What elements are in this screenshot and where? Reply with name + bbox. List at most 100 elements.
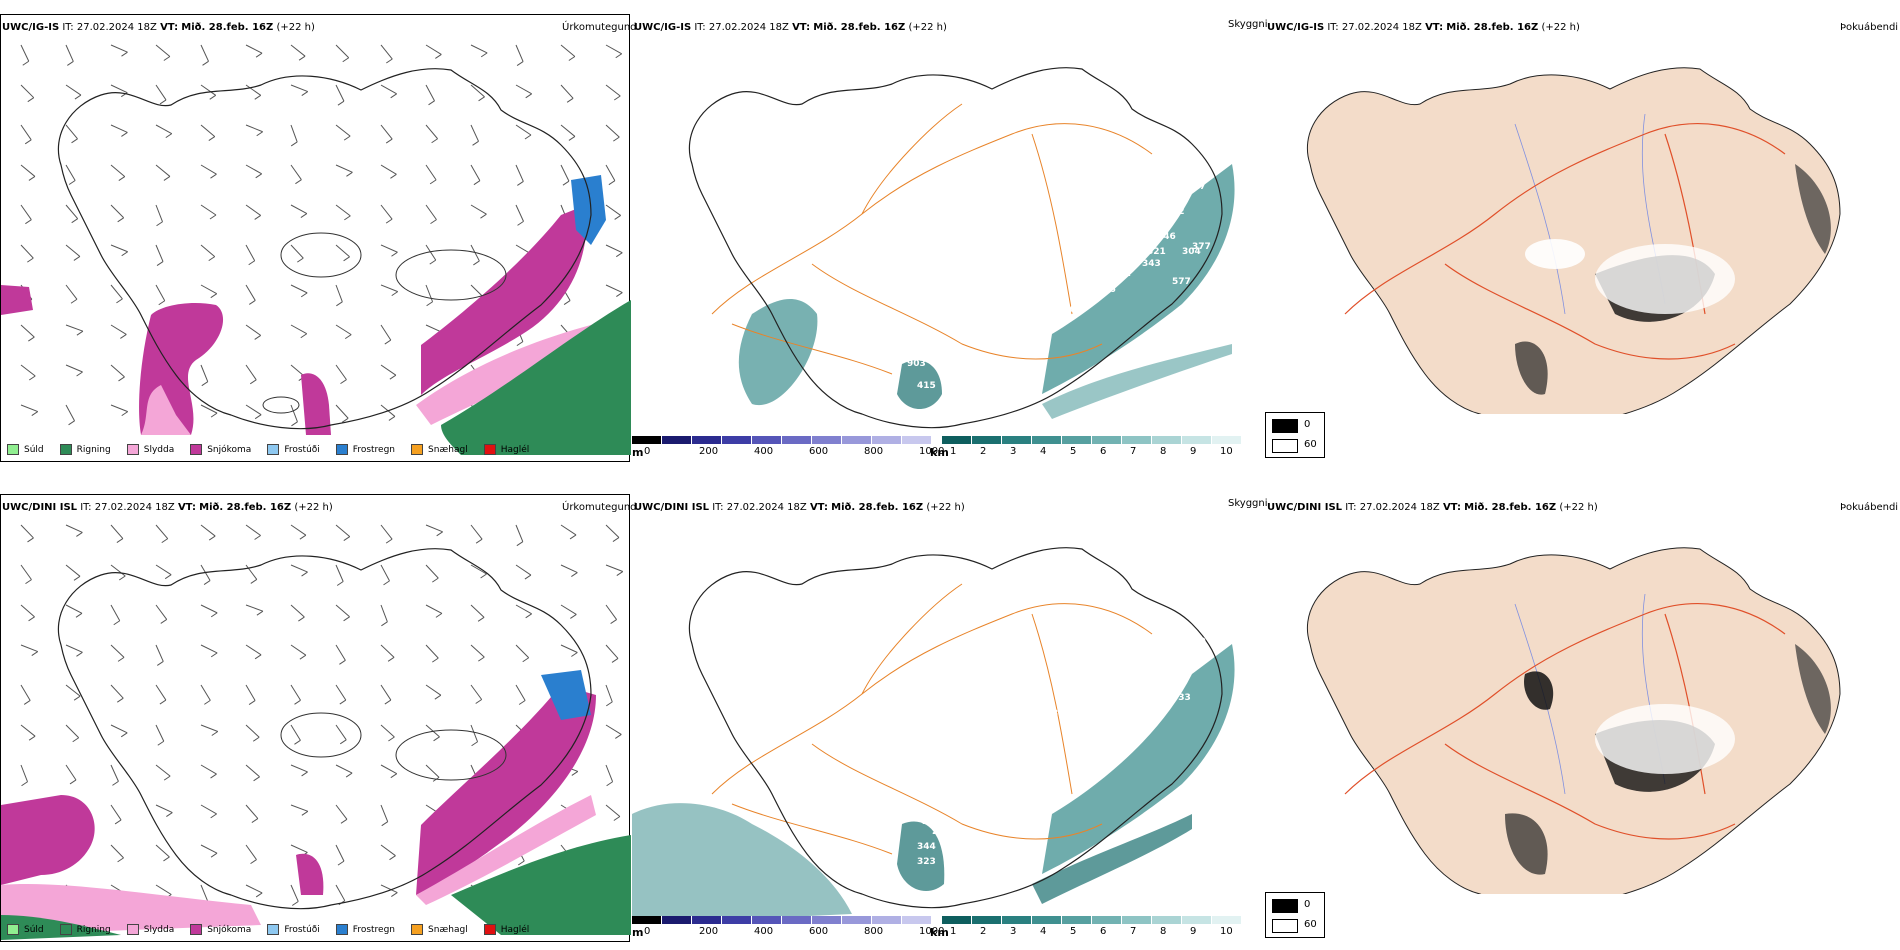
land-fill bbox=[1306, 547, 1841, 894]
wind-barb bbox=[515, 44, 524, 62]
legend-item: Snjókoma bbox=[190, 444, 251, 455]
fog-label: 60 bbox=[1304, 919, 1317, 930]
legend-label: Snæhagl bbox=[428, 924, 468, 935]
wind-barb bbox=[245, 564, 258, 580]
wind-barb bbox=[155, 244, 164, 262]
vt-label: VT: bbox=[809, 502, 828, 513]
lead-time: (+22 h) bbox=[908, 22, 947, 33]
wind-barb bbox=[605, 804, 621, 817]
wind-barb bbox=[335, 324, 352, 336]
wind-barb-flag bbox=[25, 219, 32, 225]
wind-barb bbox=[425, 764, 440, 778]
wind-barb-flag bbox=[387, 656, 395, 662]
panel-header: UWC/DINI ISL IT: 27.02.2024 18Z VT: Mið.… bbox=[2, 501, 333, 515]
legend-swatch bbox=[190, 444, 203, 455]
vt-value: Mið. 28.feb. 16Z bbox=[1446, 22, 1539, 33]
wind-barb bbox=[65, 244, 81, 257]
vis-field-southwest bbox=[632, 803, 852, 924]
colorbar-distance-tick: 4 bbox=[1040, 446, 1047, 457]
wind-barb bbox=[380, 44, 393, 60]
precip-snow-south bbox=[296, 853, 324, 895]
panel-header: UWC/IG-IS IT: 27.02.2024 18Z VT: Mið. 28… bbox=[1267, 21, 1580, 35]
wind-barb-flag bbox=[23, 700, 31, 705]
wind-barb-flag bbox=[339, 659, 346, 665]
wind-barb bbox=[290, 564, 308, 573]
wind-barb bbox=[425, 204, 437, 220]
panel-title: Úrkomutegund bbox=[562, 502, 637, 513]
wind-barb bbox=[200, 404, 218, 414]
wind-barb bbox=[425, 84, 435, 102]
wind-barb-flag bbox=[71, 138, 78, 144]
wind-barb bbox=[290, 764, 308, 773]
colorbar-distance-tick: 7 bbox=[1130, 446, 1137, 457]
wind-barb-flag bbox=[31, 651, 39, 657]
wind-barb bbox=[155, 884, 172, 895]
land-fill bbox=[1306, 67, 1841, 414]
visibility-value-label: 159 bbox=[1177, 647, 1196, 657]
wind-barb bbox=[380, 844, 396, 857]
wind-barb-flag bbox=[248, 700, 256, 705]
colorbar-distance-tick: 10 bbox=[1220, 446, 1233, 457]
wind-barb-flag bbox=[210, 173, 217, 179]
wind-barb-flag bbox=[164, 574, 172, 580]
colorbar-segment-distance bbox=[1092, 916, 1122, 924]
legend-swatch bbox=[335, 924, 348, 935]
wind-barb-flag bbox=[28, 375, 36, 381]
wind-barb bbox=[380, 684, 392, 701]
colorbar-distance-tick: 2 bbox=[980, 926, 987, 937]
wind-barb bbox=[110, 44, 128, 53]
vt-label: VT: bbox=[1442, 502, 1461, 513]
wind-barb bbox=[335, 404, 349, 419]
wind-barb-flag bbox=[339, 739, 347, 745]
wind-barb-flag bbox=[611, 658, 619, 663]
colorbar-segment-distance bbox=[1212, 916, 1242, 924]
wind-barb bbox=[155, 164, 171, 177]
fog-south bbox=[1515, 341, 1548, 395]
wind-barb-flag bbox=[291, 901, 299, 906]
wind-barb-flag bbox=[21, 781, 28, 787]
wind-barb-flag bbox=[478, 96, 485, 102]
visibility-value-label: 595 bbox=[1037, 752, 1056, 762]
wind-barb-flag bbox=[114, 819, 122, 825]
wind-barb-flag bbox=[204, 699, 211, 705]
wind-barb-flag bbox=[381, 621, 388, 627]
visibility-value-label: 229 bbox=[1157, 669, 1176, 679]
wind-barb-flag bbox=[69, 779, 77, 785]
wind-barb-flag bbox=[208, 256, 216, 262]
vt-label: VT: bbox=[160, 22, 179, 33]
wind-barb bbox=[200, 884, 209, 902]
vis-field-south bbox=[897, 821, 945, 892]
wind-barb bbox=[110, 204, 125, 219]
wind-barb-flag bbox=[340, 379, 347, 385]
wind-barb-flag bbox=[568, 136, 576, 141]
wind-barb-flag bbox=[118, 176, 126, 181]
fog-swatch-dark bbox=[1272, 899, 1298, 913]
wind-barb-flag bbox=[616, 252, 623, 258]
wind-barb-flag bbox=[159, 99, 167, 105]
fog-edge-east bbox=[1795, 644, 1831, 734]
legend-item: Slydda bbox=[126, 924, 174, 935]
wind-barb-flag bbox=[210, 293, 218, 299]
wind-barb-flag bbox=[156, 261, 164, 266]
wind-barb-flag bbox=[298, 616, 305, 622]
wind-barb bbox=[110, 324, 127, 335]
wind-barb bbox=[245, 524, 261, 536]
wind-barb-flag bbox=[67, 61, 74, 66]
wind-barb-flag bbox=[116, 538, 124, 543]
wind-barb-flag bbox=[517, 860, 525, 866]
wind-barb-flag bbox=[571, 652, 578, 657]
wind-barb bbox=[65, 524, 83, 533]
colorbar-height-unit: m bbox=[632, 446, 644, 459]
wind-barb-flag bbox=[76, 371, 83, 377]
colorbar-height-tick: 1000 bbox=[919, 926, 945, 937]
visibility-value-label: 903 bbox=[907, 359, 926, 369]
wind-barb-flag bbox=[480, 573, 487, 579]
panel-title: Þokuábendi bbox=[1840, 502, 1899, 513]
wind-barb bbox=[470, 724, 479, 742]
legend-swatch bbox=[59, 444, 72, 455]
wind-barb bbox=[20, 84, 35, 99]
fog-panel-top bbox=[1265, 14, 1900, 414]
wind-barb bbox=[560, 44, 576, 57]
wind-barb bbox=[110, 804, 122, 821]
